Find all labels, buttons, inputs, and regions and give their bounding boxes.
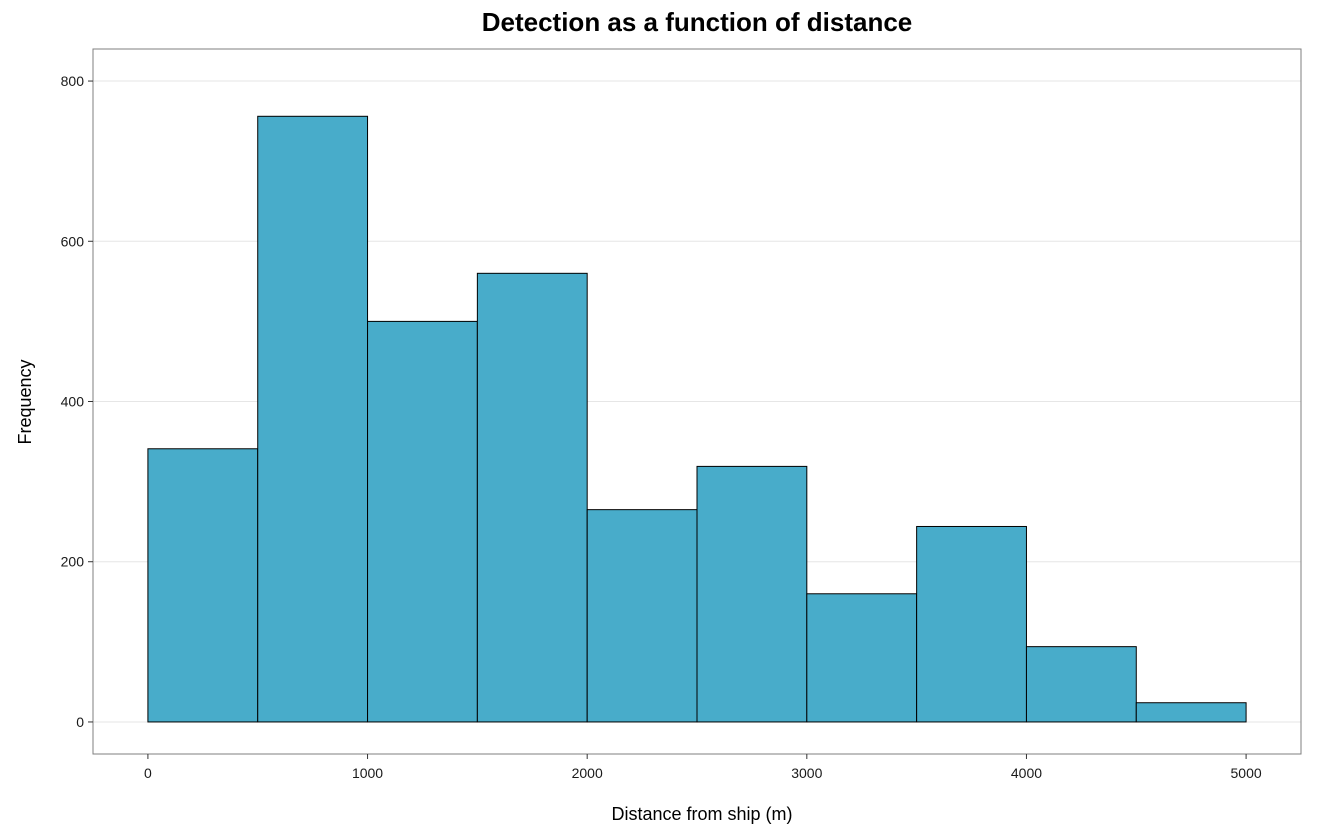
bar-0-500 [147,448,259,723]
x-tick-label-5000: 5000 [1231,765,1262,781]
x-tick-label-0: 0 [144,765,152,781]
y-tick-label-600: 600 [61,233,85,249]
bar-4500-5000 [1135,702,1247,723]
y-tick-label-400: 400 [61,394,85,410]
x-tick-label-4000: 4000 [1011,765,1042,781]
bar-2500-3000 [696,465,808,723]
x-tick-label-1000: 1000 [352,765,383,781]
y-axis-title: Frequency [15,359,35,444]
x-axis: 0 1000 2000 3000 4000 5000 [144,754,1262,781]
bars [147,115,1247,723]
y-tick-label-800: 800 [61,73,85,89]
bar-2000-2500 [586,509,698,723]
y-axis: 0 200 400 600 800 [61,73,93,730]
bar-1000-1500 [367,320,478,723]
bar-3000-3500 [806,593,918,723]
x-tick-label-3000: 3000 [791,765,822,781]
x-axis-title: Distance from ship (m) [611,804,792,824]
bar-1500-2000 [476,272,588,723]
y-tick-label-0: 0 [76,714,84,730]
bar-500-1000 [257,115,369,723]
y-tick-label-200: 200 [61,554,85,570]
bar-4000-4500 [1025,646,1137,723]
x-tick-label-2000: 2000 [572,765,603,781]
bar-3500-4000 [916,525,1027,723]
chart-title: Detection as a function of distance [482,7,913,37]
